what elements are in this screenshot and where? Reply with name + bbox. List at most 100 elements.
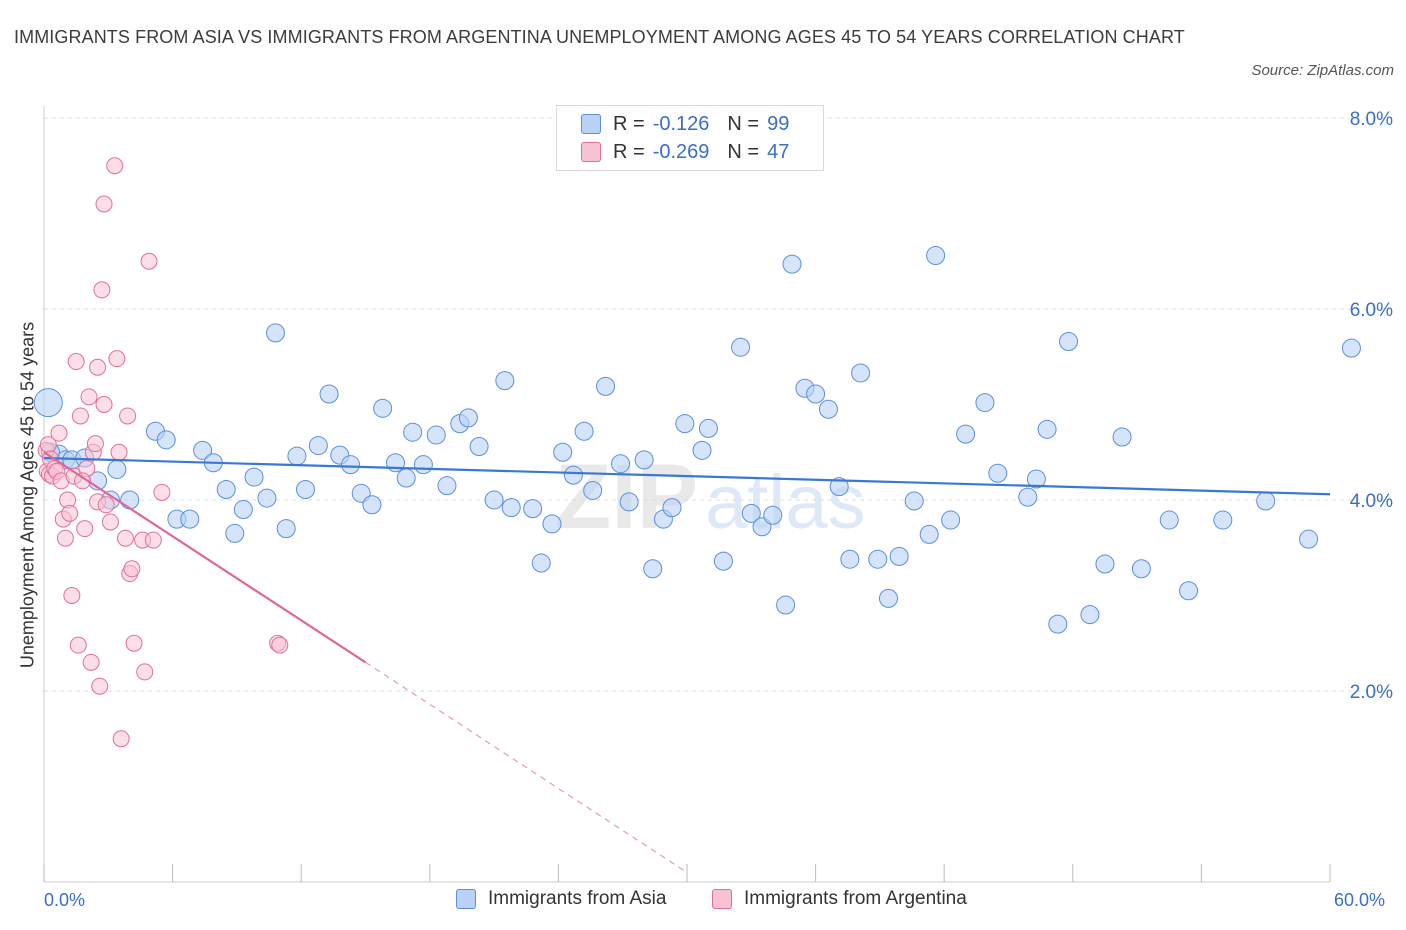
asia-swatch bbox=[581, 114, 601, 134]
y-tick-labels: 2.0% 4.0% 6.0% 8.0% bbox=[1350, 109, 1393, 703]
asia-point bbox=[988, 463, 1008, 483]
asia-point bbox=[458, 408, 478, 428]
asia-point bbox=[840, 549, 860, 569]
y-axis-label: Unemployment Among Ages 45 to 54 years bbox=[17, 321, 38, 669]
asia-point bbox=[469, 437, 489, 457]
asia-point bbox=[692, 440, 712, 460]
y-tick-label: 8.0% bbox=[1350, 109, 1393, 130]
chart-source: Source: ZipAtlas.com bbox=[1251, 62, 1394, 79]
asia-point bbox=[763, 505, 783, 525]
argentina-swatch bbox=[581, 142, 601, 162]
asia-point bbox=[1026, 469, 1046, 489]
argentina-point bbox=[123, 560, 141, 578]
argentina-point bbox=[56, 529, 74, 547]
legend-item-asia[interactable]: Immigrants from Asia bbox=[456, 888, 666, 910]
asia-point bbox=[851, 363, 871, 383]
argentina-point bbox=[116, 529, 134, 547]
asia-point bbox=[919, 524, 939, 544]
r-value: -0.269 bbox=[652, 140, 710, 163]
n-value: 47 bbox=[767, 140, 790, 163]
asia-trend-line bbox=[43, 456, 1331, 496]
grid-lines bbox=[44, 117, 1396, 692]
asia-point bbox=[1213, 510, 1233, 530]
axes bbox=[43, 106, 1331, 883]
stats-row-argentina: R = -0.269 N = 47 bbox=[581, 138, 789, 166]
asia-swatch bbox=[456, 889, 476, 909]
argentina-point bbox=[106, 157, 124, 175]
argentina-point bbox=[69, 636, 87, 654]
argentina-point bbox=[76, 520, 94, 538]
asia-point bbox=[563, 465, 583, 485]
y-tick-label: 6.0% bbox=[1350, 300, 1393, 321]
argentina-point bbox=[144, 531, 162, 549]
chart-title: IMMIGRANTS FROM ASIA VS IMMIGRANTS FROM … bbox=[14, 27, 1185, 47]
asia-point bbox=[244, 467, 264, 487]
asia-point bbox=[120, 490, 140, 510]
legend-label-argentina: Immigrants from Argentina bbox=[744, 888, 967, 909]
asia-point bbox=[596, 376, 616, 396]
asia-point bbox=[878, 588, 898, 608]
asia-point bbox=[1159, 510, 1179, 530]
argentina-point bbox=[101, 513, 119, 531]
n-label: N = bbox=[727, 140, 760, 163]
x-tick-label-max: 60.0% bbox=[1334, 890, 1386, 910]
argentina-point bbox=[271, 636, 289, 654]
asia-points bbox=[33, 246, 1361, 634]
n-value: 99 bbox=[767, 112, 790, 135]
asia-point bbox=[1131, 559, 1151, 579]
asia-point bbox=[1179, 581, 1199, 601]
asia-point bbox=[611, 454, 631, 474]
asia-point bbox=[180, 509, 200, 529]
asia-point bbox=[975, 393, 995, 413]
asia-point bbox=[1080, 605, 1100, 625]
asia-point bbox=[889, 546, 909, 566]
legend-item-argentina[interactable]: Immigrants from Argentina bbox=[712, 888, 967, 910]
argentina-trend-line bbox=[43, 451, 367, 664]
asia-point bbox=[225, 523, 245, 543]
asia-point bbox=[308, 436, 328, 456]
asia-point bbox=[216, 479, 236, 499]
asia-point bbox=[403, 422, 423, 442]
asia-point bbox=[257, 488, 277, 508]
argentina-point bbox=[86, 435, 104, 453]
asia-point bbox=[926, 246, 946, 266]
asia-point bbox=[523, 499, 543, 519]
asia-point bbox=[276, 519, 296, 539]
asia-point bbox=[107, 459, 127, 479]
argentina-point bbox=[82, 653, 100, 671]
asia-point bbox=[1256, 491, 1276, 511]
asia-point bbox=[340, 455, 360, 475]
n-label: N = bbox=[727, 112, 760, 135]
argentina-trend-extension bbox=[365, 661, 688, 873]
asia-point bbox=[829, 477, 849, 497]
legend-label-asia: Immigrants from Asia bbox=[488, 888, 667, 909]
argentina-point bbox=[61, 504, 79, 522]
argentina-point bbox=[112, 730, 130, 748]
argentina-swatch bbox=[712, 889, 732, 909]
argentina-point bbox=[95, 195, 113, 213]
stats-legend: R = -0.126 N = 99 R = -0.269 N = 47 bbox=[556, 105, 824, 171]
asia-point bbox=[362, 495, 382, 515]
asia-point bbox=[1112, 427, 1132, 447]
asia-point bbox=[265, 323, 285, 343]
asia-point bbox=[33, 388, 63, 418]
asia-point bbox=[553, 442, 573, 462]
asia-point bbox=[868, 549, 888, 569]
asia-point bbox=[287, 446, 307, 466]
asia-point bbox=[233, 500, 253, 520]
r-label: R = bbox=[613, 112, 645, 135]
argentina-point bbox=[95, 396, 113, 413]
r-label: R = bbox=[613, 140, 645, 163]
asia-point bbox=[156, 430, 176, 450]
asia-point bbox=[1341, 338, 1361, 358]
asia-point bbox=[1095, 554, 1115, 574]
asia-point bbox=[818, 399, 838, 419]
asia-point bbox=[583, 480, 603, 500]
argentina-point bbox=[136, 663, 154, 681]
asia-point bbox=[426, 425, 446, 445]
asia-point bbox=[806, 384, 826, 404]
x-tick-label-min: 0.0% bbox=[44, 890, 86, 910]
asia-point bbox=[698, 418, 718, 438]
argentina-point bbox=[153, 483, 171, 501]
asia-point bbox=[904, 491, 924, 511]
